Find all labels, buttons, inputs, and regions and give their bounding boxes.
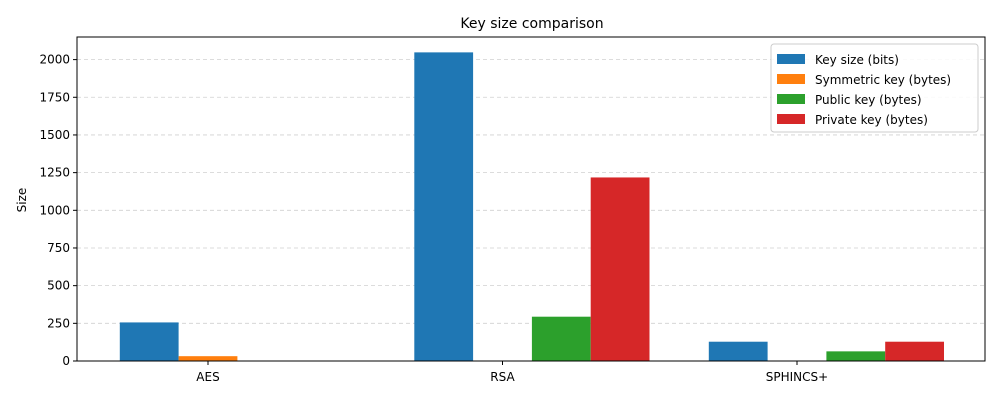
bars: [119, 52, 944, 362]
bar-sphincs--series-0: [708, 341, 768, 361]
legend-swatch: [777, 114, 805, 124]
legend: Key size (bits) Symmetric key (bytes) Publ…: [770, 43, 979, 133]
bar-sphincs--series-2: [826, 351, 886, 361]
legend-label: Symmetric key (bytes): [815, 73, 951, 87]
y-tick-label: 2000: [39, 53, 70, 67]
bar-rsa-series-3: [590, 177, 650, 361]
y-tick-label: 250: [47, 316, 70, 330]
y-tick-label: 750: [47, 241, 70, 255]
y-tick-label: 1000: [39, 203, 70, 217]
x-tick-label: AES: [196, 370, 219, 384]
bar-rsa-series-0: [414, 52, 474, 362]
bar-aes-series-0: [119, 322, 179, 361]
y-tick-label: 500: [47, 279, 70, 293]
y-tick-label: 1250: [39, 166, 70, 180]
bar-sphincs--series-3: [885, 341, 944, 361]
y-tick-label: 1750: [39, 90, 70, 104]
bar-aes-series-1: [178, 356, 238, 361]
legend-box: [770, 43, 979, 133]
legend-swatch: [777, 54, 805, 64]
plot-frame: [76, 36, 986, 362]
legend-label: Key size (bits): [815, 53, 899, 67]
x-tick-label: RSA: [490, 370, 515, 384]
legend-swatch: [777, 74, 805, 84]
chart-title: Key size comparison: [460, 16, 603, 32]
y-tick-label: 0: [62, 354, 70, 368]
x-tick-label: SPHINCS+: [766, 370, 828, 384]
bar-rsa-series-2: [531, 316, 591, 361]
legend-label: Public key (bytes): [815, 93, 922, 107]
y-axis-label: Size: [15, 188, 29, 213]
axis-ticks: 0 250 500 750 1000 1250 1500 1750 2000 AES RSA SPHI…: [39, 53, 828, 384]
y-tick-label: 1500: [39, 128, 70, 142]
legend-swatch: [777, 94, 805, 104]
legend-label: Private key (bytes): [815, 113, 928, 127]
